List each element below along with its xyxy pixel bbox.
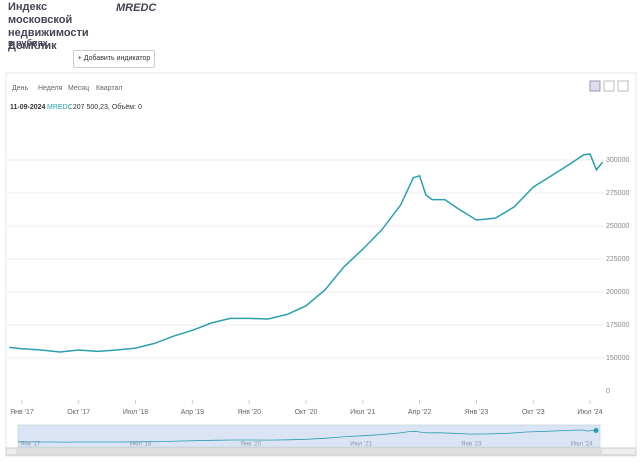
x-tick-label: Янв '20 (237, 409, 261, 416)
period-tab[interactable]: Месяц (68, 85, 89, 92)
navigator-label: Июл '18 (130, 442, 152, 448)
navigator-line (17, 429, 594, 443)
navigator-handle (593, 428, 599, 434)
x-tick-label: Июл '24 (577, 409, 602, 416)
chart-frame (5, 72, 637, 457)
info-name: MREDC (47, 104, 73, 111)
y-tick-label: 225000 (606, 256, 629, 263)
x-tick-label: Апр '22 (408, 409, 432, 416)
y-tick-label: 175000 (606, 322, 629, 329)
navigator-label: Июл '21 (350, 442, 372, 448)
x-tick-label: Июл '21 (350, 409, 375, 416)
bar-mode-icon[interactable] (603, 80, 615, 92)
area-mode-icon[interactable] (617, 80, 629, 92)
navigator-label: Июл '24 (571, 442, 593, 448)
x-tick-label: Окт '23 (522, 409, 545, 416)
navigator-window[interactable] (18, 425, 600, 447)
price-line (9, 153, 604, 353)
scrollbar-thumb[interactable] (16, 449, 602, 454)
ticker: MREDC (116, 2, 157, 14)
y-tick-label: 275000 (606, 190, 629, 197)
subtitle: в рублях (8, 38, 48, 48)
x-tick-label: Янв '17 (10, 409, 34, 416)
y-tick-label: 150000 (606, 355, 629, 362)
x-tick-label: Окт '17 (67, 409, 90, 416)
info-rest: : 207 500,23, Объём: 0 (69, 103, 142, 111)
navigator-label: Янв '23 (461, 442, 482, 448)
x-tick-label: Июл '18 (123, 409, 148, 416)
y-tick-label: 300000 (606, 157, 629, 164)
period-tab[interactable]: Квартал (96, 85, 122, 92)
navigator-label: Янв '20 (241, 442, 262, 448)
y-zero-label: 0 (606, 388, 610, 395)
title: Индекс московской недвижимости ДомКлик (8, 1, 89, 52)
x-tick-label: Янв '23 (465, 409, 489, 416)
y-tick-label: 200000 (606, 289, 629, 296)
add-indicator-button[interactable]: + Добавить индикатор (73, 50, 155, 68)
line-mode-icon[interactable] (589, 80, 601, 92)
navigator-label: Янв '17 (20, 442, 41, 448)
period-tab[interactable]: Неделя (38, 85, 63, 92)
info-date: 11-09-2024 (10, 104, 46, 111)
period-tab[interactable]: День (12, 85, 28, 92)
x-tick-label: Апр '19 (181, 409, 205, 416)
x-tick-label: Окт '20 (295, 409, 318, 416)
y-tick-label: 250000 (606, 223, 629, 230)
